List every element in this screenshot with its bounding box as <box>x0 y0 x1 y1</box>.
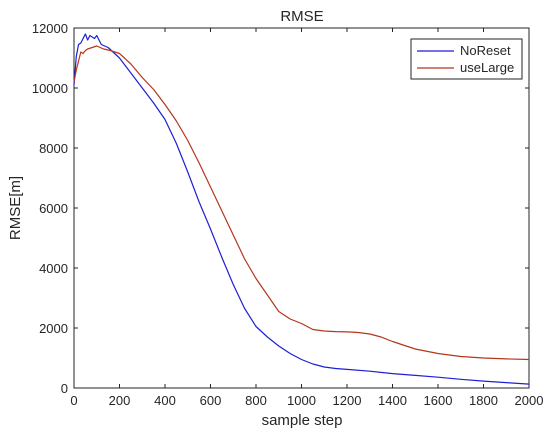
x-tick-label: 2000 <box>515 393 544 408</box>
plot-area: 0 200 400 600 800 1000 1200 1400 1600 1800 2000 0 2… <box>32 21 544 408</box>
y-tick-label: 12000 <box>32 21 68 36</box>
x-axis-title: sample step <box>262 412 343 429</box>
legend-label-uselarge: useLarge <box>460 60 514 75</box>
plot-frame <box>73 27 530 389</box>
x-tick-label: 1000 <box>287 393 316 408</box>
y-tick-label: 4000 <box>39 261 68 276</box>
x-tick-label: 1400 <box>378 393 407 408</box>
legend: NoReset useLarge <box>410 38 523 80</box>
x-tick-label: 1800 <box>469 393 498 408</box>
x-tick-label: 0 <box>70 393 77 408</box>
series-lines <box>73 33 530 385</box>
x-tick-label: 400 <box>154 393 176 408</box>
legend-box <box>410 38 523 80</box>
y-tick-label: 0 <box>61 381 68 396</box>
y-tick-label: 10000 <box>32 81 68 96</box>
series-line-noreset <box>73 33 530 385</box>
x-axis-ticks: 0 200 400 600 800 1000 1200 1400 1600 1800 2000 <box>70 28 543 408</box>
x-tick-label: 1600 <box>424 393 453 408</box>
series-line-uselarge <box>73 45 530 361</box>
y-axis-ticks: 0 2000 4000 6000 8000 10000 12000 <box>32 21 529 396</box>
y-tick-label: 6000 <box>39 201 68 216</box>
x-tick-label: 1200 <box>333 393 362 408</box>
y-axis-title: RMSE[m] <box>7 176 24 240</box>
x-tick-label: 600 <box>200 393 222 408</box>
y-tick-label: 2000 <box>39 321 68 336</box>
x-tick-label: 200 <box>109 393 131 408</box>
y-tick-label: 8000 <box>39 141 68 156</box>
legend-label-noreset: NoReset <box>460 43 511 58</box>
chart-title: RMSE <box>280 8 323 25</box>
x-tick-label: 800 <box>245 393 267 408</box>
